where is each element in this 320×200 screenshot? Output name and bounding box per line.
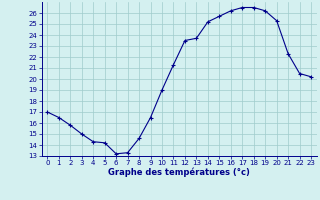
X-axis label: Graphe des températures (°c): Graphe des températures (°c): [108, 168, 250, 177]
